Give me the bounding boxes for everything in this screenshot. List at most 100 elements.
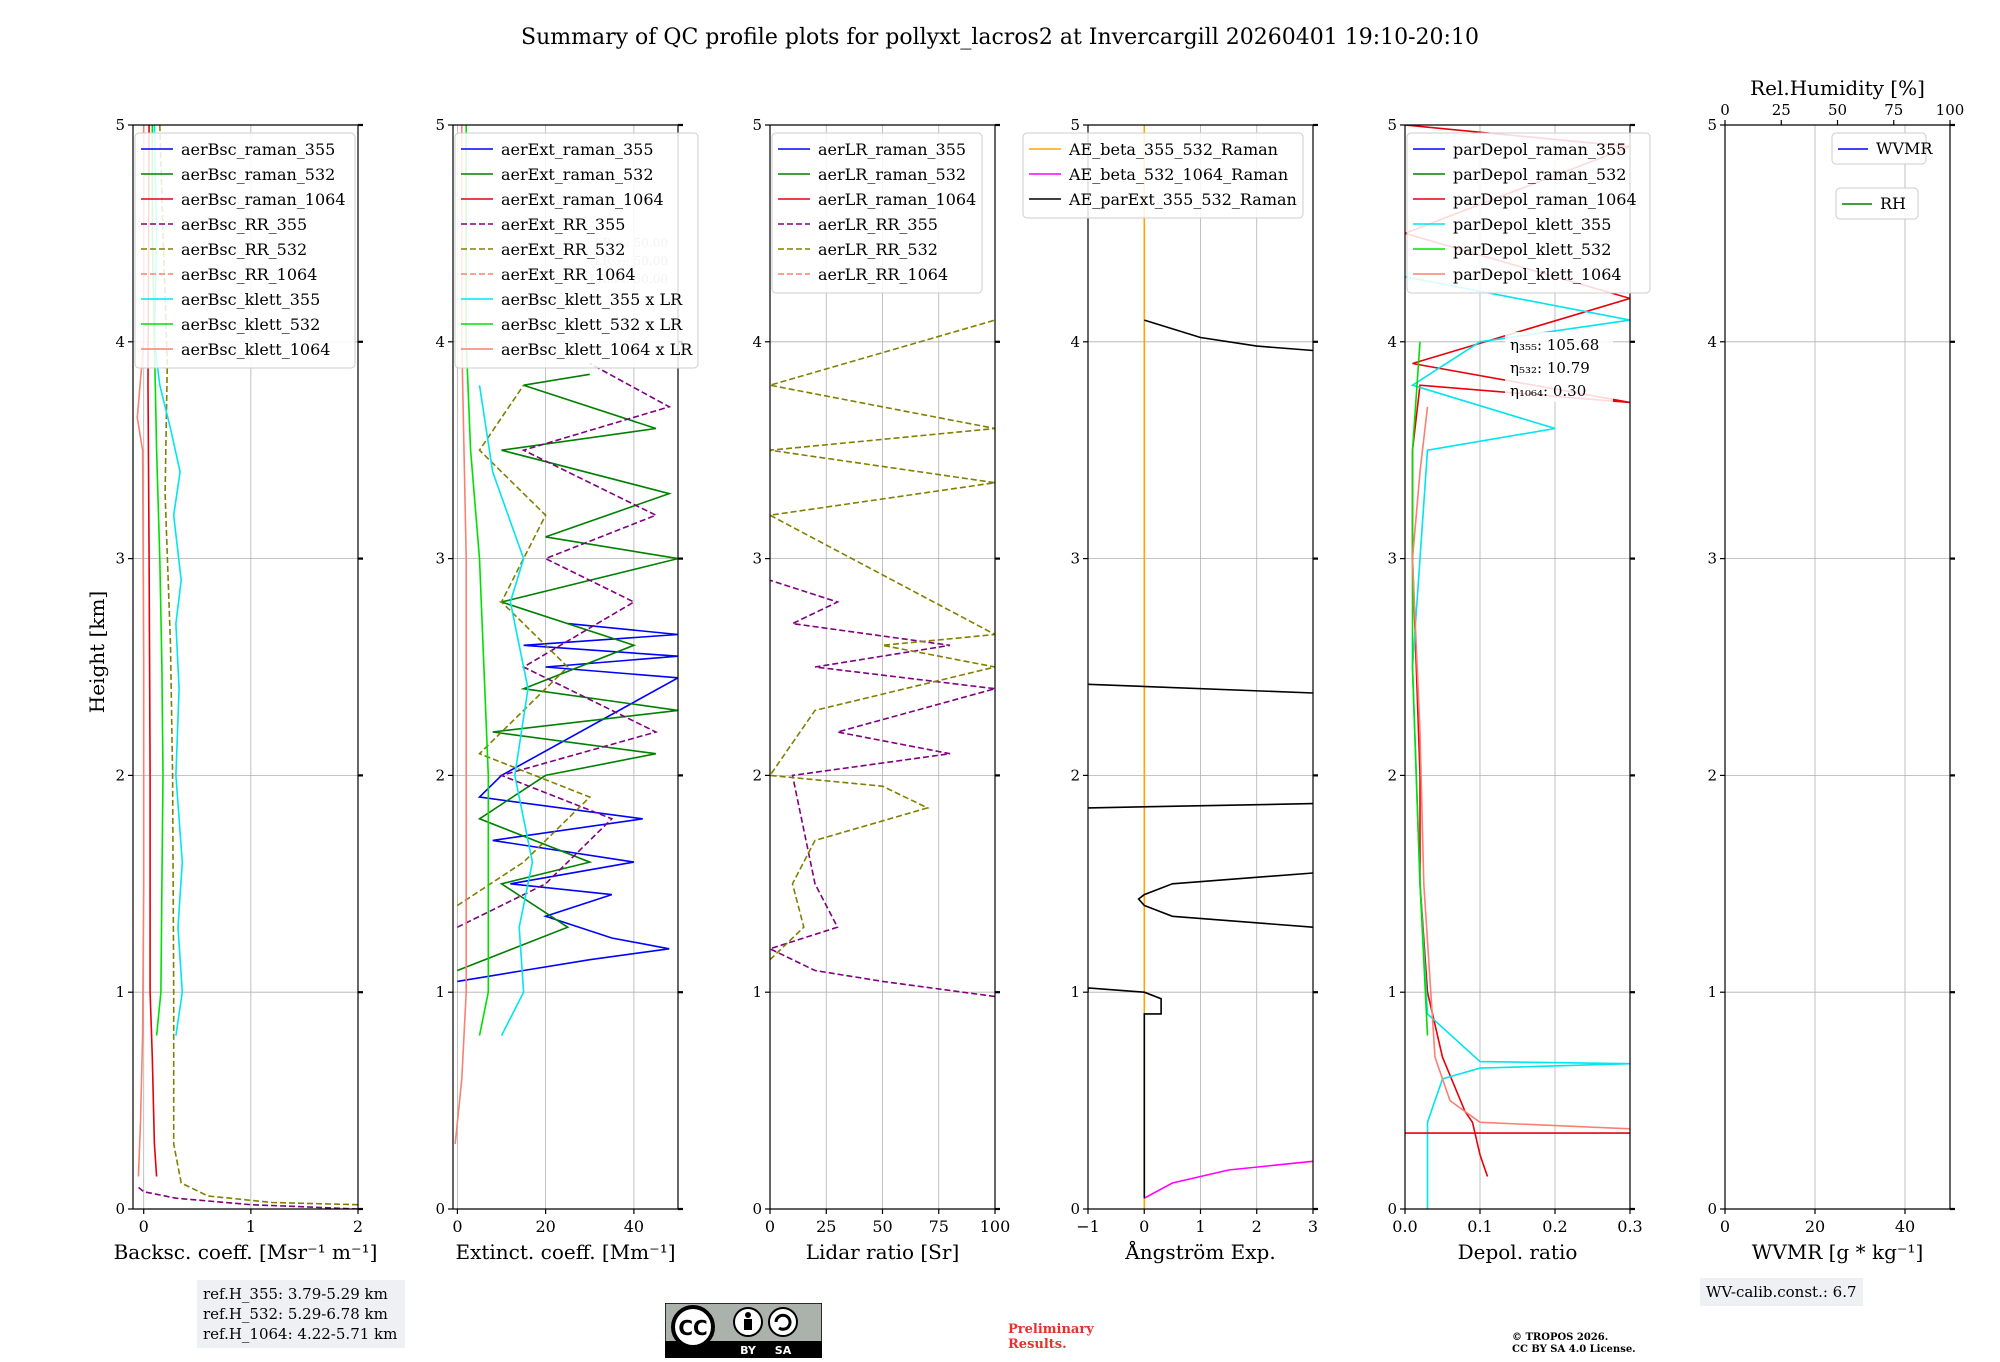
- panel-bsc: 0 1 2 3 4 5 0 1 2 Backsc. coeff. [Msr⁻¹ m⁻¹] aerBs…: [114, 116, 378, 1264]
- legend-label: aerLR_RR_355: [818, 215, 938, 234]
- x-axis-label: Extinct. coeff. [Mm⁻¹]: [455, 1240, 675, 1264]
- series-line-aerExt_raman_532: [457, 373, 678, 972]
- legend-label: parDepol_raman_355: [1453, 140, 1626, 159]
- copyright-notice: © TROPOS 2026. CC BY SA 4.0 License.: [1512, 1332, 1636, 1356]
- y-tick-label: 2: [1707, 766, 1717, 784]
- y-tick-label: 2: [1070, 766, 1080, 784]
- series-line-aerBsc_RR_355: [137, 1186, 358, 1209]
- series-group-lr: [770, 319, 995, 998]
- wv-calibration-box: WV-calib.const.: 6.7: [1700, 1278, 1863, 1306]
- series-line-AE_parExt_355_532_Raman_b: [1137, 872, 1313, 928]
- series-line-aerExt_RR_532: [456, 384, 592, 907]
- y-tick-label: 5: [435, 116, 445, 134]
- preliminary-notice: Preliminary Results.: [1008, 1322, 1094, 1352]
- top-x-tick-label: 25: [1772, 101, 1791, 119]
- legend-label: aerExt_raman_1064: [501, 190, 664, 209]
- legend-label: AE_beta_355_532_Raman: [1068, 140, 1278, 159]
- cc-by-label: BY: [740, 1344, 757, 1357]
- y-tick-label: 4: [1387, 333, 1397, 351]
- y-tick-label: 0: [752, 1200, 762, 1218]
- top-x-axis-label: Rel.Humidity [%]: [1750, 76, 1925, 100]
- legend-box: [1406, 132, 1651, 294]
- x-tick-label: 0.0: [1392, 1217, 1417, 1236]
- series-line-aerLR_RR_532: [770, 319, 995, 961]
- preliminary-line-2: Results.: [1008, 1337, 1067, 1352]
- y-tick-label: 0: [1707, 1200, 1717, 1218]
- legend-label: aerLR_raman_1064: [818, 190, 976, 209]
- x-tick-label: 0: [452, 1217, 462, 1236]
- y-tick-label: 3: [435, 550, 445, 568]
- y-tick-label: 2: [115, 766, 125, 784]
- series-line-AE_parExt_355_532_Raman: [1088, 987, 1162, 1199]
- legend-label: parDepol_klett_355: [1453, 215, 1611, 234]
- x-tick-label: 100: [980, 1217, 1011, 1236]
- x-tick-label: 20: [535, 1217, 555, 1236]
- series-line-aerExt_RR_355: [457, 362, 672, 928]
- legend-label: aerBsc_raman_355: [181, 140, 335, 159]
- series-line-aerBsc_klett_355 x LR: [478, 385, 534, 1036]
- legend-label: aerExt_RR_355: [501, 215, 625, 234]
- legend-box: [454, 132, 699, 369]
- legend-label: aerBsc_RR_532: [181, 240, 307, 259]
- legend-label: parDepol_raman_532: [1453, 165, 1626, 184]
- wv-calibration-constant: WV-calib.const.: 6.7: [1706, 1283, 1857, 1301]
- x-axis-label: Ångström Exp.: [1124, 1239, 1275, 1264]
- y-tick-label: 0: [435, 1200, 445, 1218]
- x-tick-label: 75: [929, 1217, 949, 1236]
- y-tick-label: 5: [1070, 116, 1080, 134]
- x-tick-label: 1: [246, 1217, 256, 1236]
- y-tick-label: 4: [1070, 333, 1080, 351]
- x-tick-label: 1: [1195, 1217, 1205, 1236]
- x-tick-label: 0: [1139, 1217, 1149, 1236]
- y-tick-label: 2: [435, 766, 445, 784]
- legend-label: aerExt_raman_355: [501, 140, 654, 159]
- copyright-line-1: © TROPOS 2026.: [1512, 1332, 1609, 1343]
- sa-share-icon: [768, 1307, 798, 1337]
- cc-license-badge: CC BY SA: [664, 1302, 823, 1359]
- legend-label: AE_beta_532_1064_Raman: [1068, 165, 1288, 184]
- x-tick-label: 0: [1720, 1217, 1730, 1236]
- y-tick-label: 1: [1707, 983, 1717, 1001]
- y-tick-label: 0: [1387, 1200, 1397, 1218]
- top-x-tick-label: 100: [1936, 101, 1965, 119]
- y-tick-label: 3: [1070, 550, 1080, 568]
- legend-box: [1831, 132, 1927, 165]
- legend-label: RH: [1880, 194, 1906, 213]
- x-tick-label: 3: [1308, 1217, 1318, 1236]
- x-tick-label: 40: [1895, 1217, 1915, 1236]
- legend-label: aerBsc_klett_1064: [181, 340, 330, 359]
- top-x-tick-label: 75: [1884, 101, 1903, 119]
- legend-label: aerBsc_raman_532: [181, 165, 335, 184]
- y-tick-label: 4: [752, 333, 762, 351]
- chart-title: Summary of QC profile plots for pollyxt_…: [521, 25, 1479, 50]
- legend-label: aerBsc_klett_355 x LR: [501, 290, 683, 309]
- y-tick-label: 5: [1707, 116, 1717, 134]
- x-tick-label: 0.1: [1467, 1217, 1492, 1236]
- legend-label: parDepol_raman_1064: [1453, 190, 1637, 209]
- legend-label: aerLR_RR_1064: [818, 265, 948, 284]
- legend-box: [1022, 132, 1304, 219]
- legend-label: parDepol_klett_1064: [1453, 265, 1622, 284]
- y-tick-label: 2: [752, 766, 762, 784]
- ref-height-355: ref.H_355: 3.79-5.29 km: [203, 1285, 388, 1303]
- x-tick-label: 0: [765, 1217, 775, 1236]
- x-tick-label: 0.3: [1617, 1217, 1642, 1236]
- y-tick-label: 1: [752, 983, 762, 1001]
- legend-label: aerExt_RR_532: [501, 240, 625, 259]
- cc-logo-text: CC: [678, 1316, 707, 1340]
- y-tick-label: 4: [115, 333, 125, 351]
- series-line-AE_parExt_355_532_Raman_e: [1144, 319, 1313, 352]
- legend-label: aerLR_RR_532: [818, 240, 938, 259]
- x-axis-label: Depol. ratio: [1458, 1240, 1578, 1264]
- y-tick-label: 1: [1387, 983, 1397, 1001]
- series-group-ext: [454, 125, 678, 1145]
- y-tick-label: 5: [752, 116, 762, 134]
- panel-depol: 0 1 2 3 4 5 0.0 0.1 0.2 0.3 Depol. ratio η₃₅₅: 105.…: [1387, 116, 1651, 1264]
- y-tick-label: 0: [115, 1200, 125, 1218]
- y-tick-label: 2: [1387, 766, 1397, 784]
- eta-box: [1505, 332, 1613, 402]
